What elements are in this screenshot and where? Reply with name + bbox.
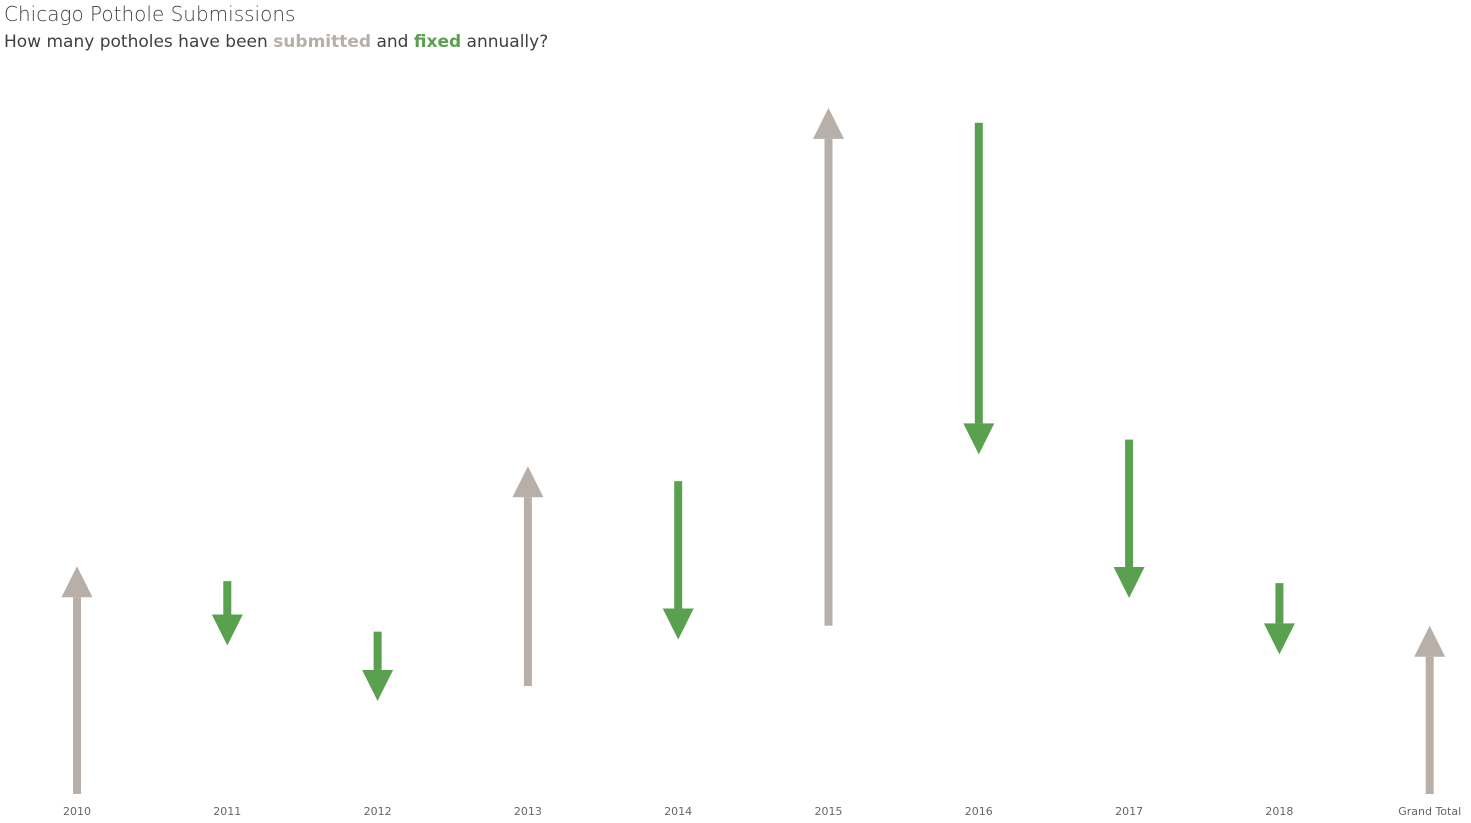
arrow-head [1263, 623, 1295, 655]
arrow-fixed-2017 [1113, 439, 1145, 598]
arrow-head [1113, 566, 1145, 598]
arrow-fixed-2018 [1263, 583, 1295, 655]
arrow-head [1414, 625, 1446, 657]
x-tick-label: 2010 [63, 805, 91, 818]
x-tick-label: 2013 [514, 805, 542, 818]
arrow-submitted-2015 [813, 107, 844, 626]
arrow-shaft [674, 481, 683, 609]
arrow-shaft [1275, 583, 1284, 624]
arrow-fixed-2016 [963, 122, 995, 455]
arrow-head [362, 669, 394, 701]
chart-subtitle: How many potholes have been submitted an… [4, 32, 548, 52]
x-tick-label: 2014 [664, 805, 692, 818]
x-tick-label: 2012 [364, 805, 392, 818]
arrow-shaft [824, 138, 833, 626]
x-tick-label: Grand Total [1398, 805, 1461, 818]
arrow-head [61, 566, 93, 598]
arrow-shaft [73, 597, 81, 794]
arrow-shaft [1125, 439, 1134, 567]
arrow-submitted-2010 [61, 566, 93, 794]
x-tick-label: 2015 [815, 805, 843, 818]
arrow-shaft [523, 497, 532, 687]
arrow-head [512, 466, 544, 498]
chart-title: Chicago Pothole Submissions [4, 2, 296, 26]
arrow-head [813, 107, 844, 139]
arrow-submitted-grand-total [1414, 625, 1446, 794]
arrow-fixed-2011 [211, 581, 243, 646]
arrow-shaft [974, 122, 983, 424]
arrow-head [963, 423, 995, 455]
arrow-head [211, 614, 243, 646]
arrow-shaft [373, 631, 382, 670]
x-tick-label: 2018 [1265, 805, 1293, 818]
arrow-head [662, 608, 694, 640]
x-tick-label: 2016 [965, 805, 993, 818]
subtitle-part2: and [371, 32, 414, 52]
arrow-fixed-2014 [662, 481, 694, 640]
subtitle-submitted-keyword: submitted [273, 32, 372, 52]
x-tick-label: 2017 [1115, 805, 1143, 818]
arrow-shaft [223, 581, 232, 615]
arrow-submitted-2013 [512, 466, 544, 687]
arrow-fixed-2012 [362, 631, 394, 701]
subtitle-fixed-keyword: fixed [413, 32, 462, 52]
x-tick-label: 2011 [213, 805, 241, 818]
subtitle-part3: annually? [461, 32, 549, 52]
arrow-shaft [1425, 656, 1434, 794]
subtitle-part1: How many potholes have been [4, 32, 274, 52]
